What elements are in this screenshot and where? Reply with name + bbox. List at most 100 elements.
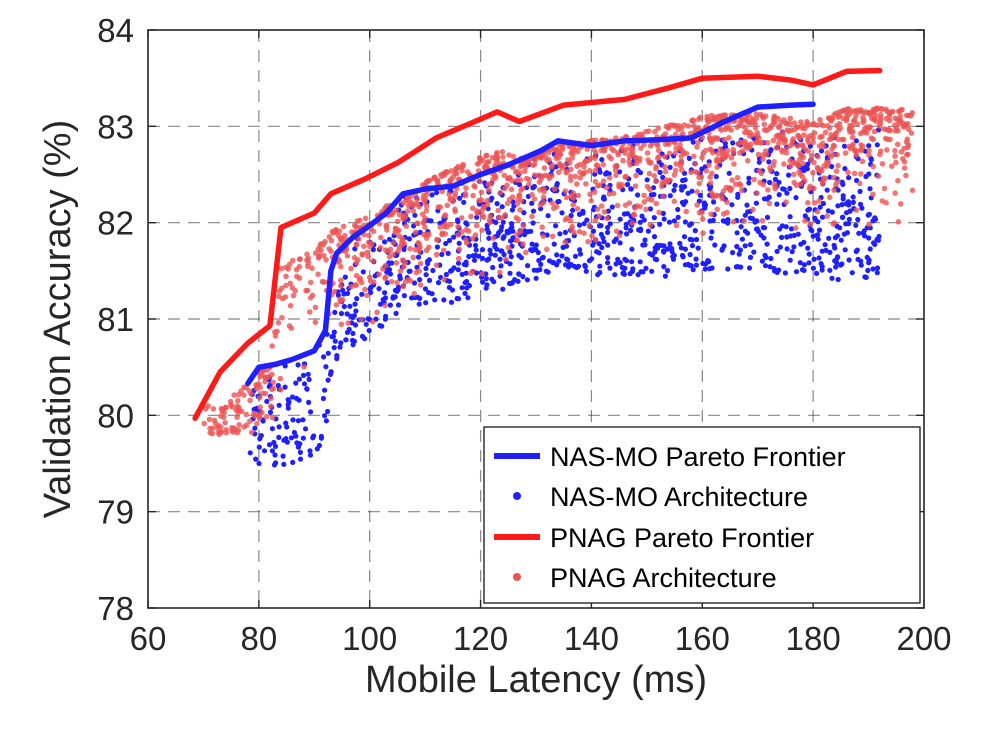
pnag-point — [370, 228, 377, 235]
pnag-point — [742, 124, 749, 131]
pnag-point — [840, 136, 847, 143]
nas-mo-point — [705, 258, 711, 264]
pnag-point — [569, 155, 575, 161]
pnag-point — [581, 230, 587, 236]
pnag-point — [849, 143, 856, 150]
pnag-point — [750, 206, 756, 213]
pnag-point — [357, 217, 363, 224]
pnag-point — [689, 118, 695, 124]
pnag-point — [581, 164, 587, 170]
nas-mo-point — [429, 192, 435, 198]
pnag-point — [339, 236, 345, 242]
nas-mo-point — [713, 173, 719, 180]
pnag-point — [609, 146, 615, 152]
nas-mo-point — [842, 166, 848, 172]
pnag-point — [433, 262, 440, 269]
pnag-point — [471, 183, 477, 189]
nas-mo-point — [607, 265, 613, 271]
pnag-point — [537, 202, 544, 208]
pnag-point — [520, 185, 526, 192]
pnag-point — [676, 123, 683, 129]
nas-mo-point — [462, 290, 468, 296]
pnag-point — [256, 381, 262, 387]
y-axis-title: Validation Accuracy (%) — [37, 120, 79, 518]
nas-mo-point — [387, 302, 393, 308]
nas-mo-point — [529, 241, 535, 247]
pnag-point — [739, 187, 745, 194]
pnag-point — [606, 191, 613, 197]
nas-mo-point — [837, 225, 843, 231]
pnag-point — [849, 123, 855, 129]
nas-mo-point — [384, 269, 390, 275]
pnag-point — [757, 111, 764, 118]
pnag-point — [567, 173, 574, 180]
nas-mo-point — [325, 350, 331, 356]
pnag-point — [401, 263, 407, 270]
pnag-point — [592, 237, 599, 243]
pnag-point — [448, 168, 455, 174]
pnag-point — [231, 392, 237, 398]
pnag-point — [851, 170, 858, 177]
pnag-point — [724, 199, 730, 205]
pnag-point — [517, 228, 524, 235]
pnag-point — [294, 273, 300, 280]
pnag-point — [889, 163, 895, 169]
pnag-point — [728, 155, 735, 161]
nas-mo-point — [642, 237, 648, 243]
pnag-point — [624, 146, 630, 152]
pnag-point — [333, 302, 340, 308]
pnag-point — [753, 111, 759, 117]
nas-mo-point — [624, 231, 630, 237]
nas-mo-point — [500, 286, 506, 292]
pnag-point — [634, 203, 640, 209]
pnag-point — [315, 271, 321, 278]
pnag-point — [382, 302, 389, 309]
pnag-point — [606, 153, 612, 160]
pnag-point — [315, 255, 322, 261]
pnag-point — [704, 113, 710, 120]
pnag-point — [419, 211, 426, 218]
pnag-point — [215, 422, 222, 429]
nas-mo-point — [747, 215, 754, 221]
nas-mo-point — [605, 229, 611, 235]
pnag-point — [881, 185, 888, 192]
pnag-point — [787, 158, 793, 164]
nas-mo-point — [866, 235, 872, 241]
pnag-point — [404, 208, 411, 214]
pnag-point — [307, 279, 314, 286]
pnag-point — [645, 196, 652, 202]
pnag-point — [873, 118, 879, 125]
nas-mo-point — [476, 253, 482, 259]
nas-mo-point — [507, 249, 513, 255]
pnag-point — [275, 319, 282, 326]
nas-mo-point — [730, 250, 736, 256]
pnag-point — [462, 192, 469, 199]
nas-mo-point — [456, 296, 462, 302]
pnag-point — [577, 161, 583, 168]
nas-mo-point — [725, 266, 731, 272]
pnag-point — [696, 210, 703, 216]
pnag-point — [694, 202, 700, 208]
legend-label-nas-mo-pareto-frontier: NAS-MO Pareto Frontier — [550, 442, 846, 472]
pnag-point — [544, 157, 550, 164]
y-tick-label: 78 — [97, 590, 134, 627]
nas-mo-point — [322, 413, 328, 419]
pnag-point — [569, 223, 575, 230]
pnag-point — [824, 122, 831, 129]
nas-mo-point — [816, 255, 822, 261]
pnag-point — [221, 414, 227, 421]
nas-mo-point — [521, 210, 527, 216]
nas-mo-point — [401, 246, 407, 253]
pnag-point — [463, 185, 469, 191]
pnag-point — [653, 165, 659, 172]
nas-mo-point — [291, 429, 297, 436]
pnag-point — [562, 217, 569, 223]
nas-mo-point — [865, 267, 871, 274]
nas-mo-point — [465, 295, 471, 301]
pnag-point — [357, 275, 364, 282]
pnag-point — [831, 174, 837, 181]
pnag-point — [526, 181, 532, 188]
nas-mo-point — [546, 258, 553, 264]
legend: NAS-MO Pareto Frontier NAS-MO Architectu… — [483, 426, 921, 604]
pnag-point — [233, 407, 239, 413]
